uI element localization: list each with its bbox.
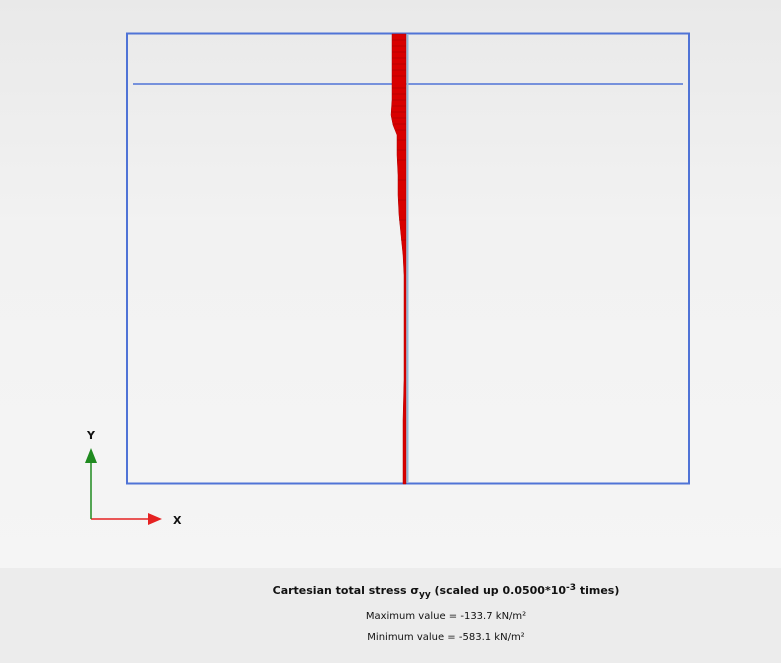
y-axis-arrow-icon <box>85 448 97 463</box>
maximum-value-line: Maximum value = -133.7 kN/m² <box>0 611 781 622</box>
result-legend: Cartesian total stress σyy (scaled up 0.… <box>0 568 781 663</box>
min-label: Minimum value = <box>367 632 459 643</box>
model-boundary <box>126 32 690 485</box>
max-unit: kN/m² <box>492 611 527 622</box>
y-axis-label: Y <box>86 429 96 442</box>
title-main: Cartesian total stress σ <box>272 584 419 597</box>
result-title: Cartesian total stress σyy (scaled up 0.… <box>0 583 781 600</box>
max-value: -133.7 <box>460 611 493 622</box>
stress-hatch <box>391 39 406 241</box>
x-axis-label: X <box>173 514 182 527</box>
min-unit: kN/m² <box>491 632 525 643</box>
minimum-value-line: Minimum value = -583.1 kN/m² <box>0 632 781 643</box>
title-end: times) <box>576 584 620 597</box>
min-value: -583.1 <box>458 632 492 643</box>
title-exponent: -3 <box>566 583 577 593</box>
x-axis-arrow-icon <box>148 513 162 525</box>
model-canvas: X Y <box>85 32 690 527</box>
max-label: Maximum value = <box>365 611 461 622</box>
title-subscript: yy <box>418 590 431 600</box>
model-viewport[interactable]: X Y <box>0 0 781 568</box>
stress-distribution <box>390 33 407 485</box>
title-scale: (scaled up 0.0500*10 <box>430 584 567 597</box>
